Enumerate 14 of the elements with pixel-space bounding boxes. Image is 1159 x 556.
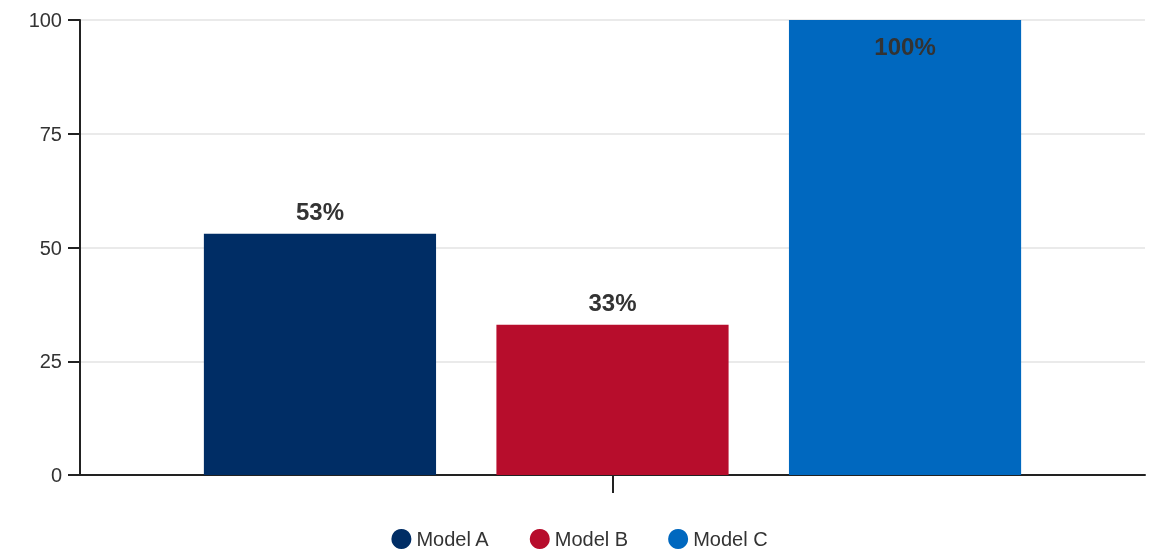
y-tick-label: 50 — [39, 236, 62, 259]
y-tick-label: 0 — [50, 464, 62, 486]
data-label: 100% — [874, 32, 936, 60]
y-tick-label: 25 — [39, 350, 62, 373]
data-label: 53% — [295, 198, 344, 226]
legend-label: Model B — [554, 528, 629, 550]
bar — [203, 233, 437, 475]
bar — [788, 20, 1022, 475]
y-tick-label: 100 — [28, 9, 62, 31]
bar — [496, 324, 729, 475]
legend-label: Model C — [693, 528, 768, 550]
legend-label: Model A — [416, 528, 490, 550]
y-tick-label: 75 — [39, 122, 62, 145]
data-label: 33% — [588, 289, 637, 317]
